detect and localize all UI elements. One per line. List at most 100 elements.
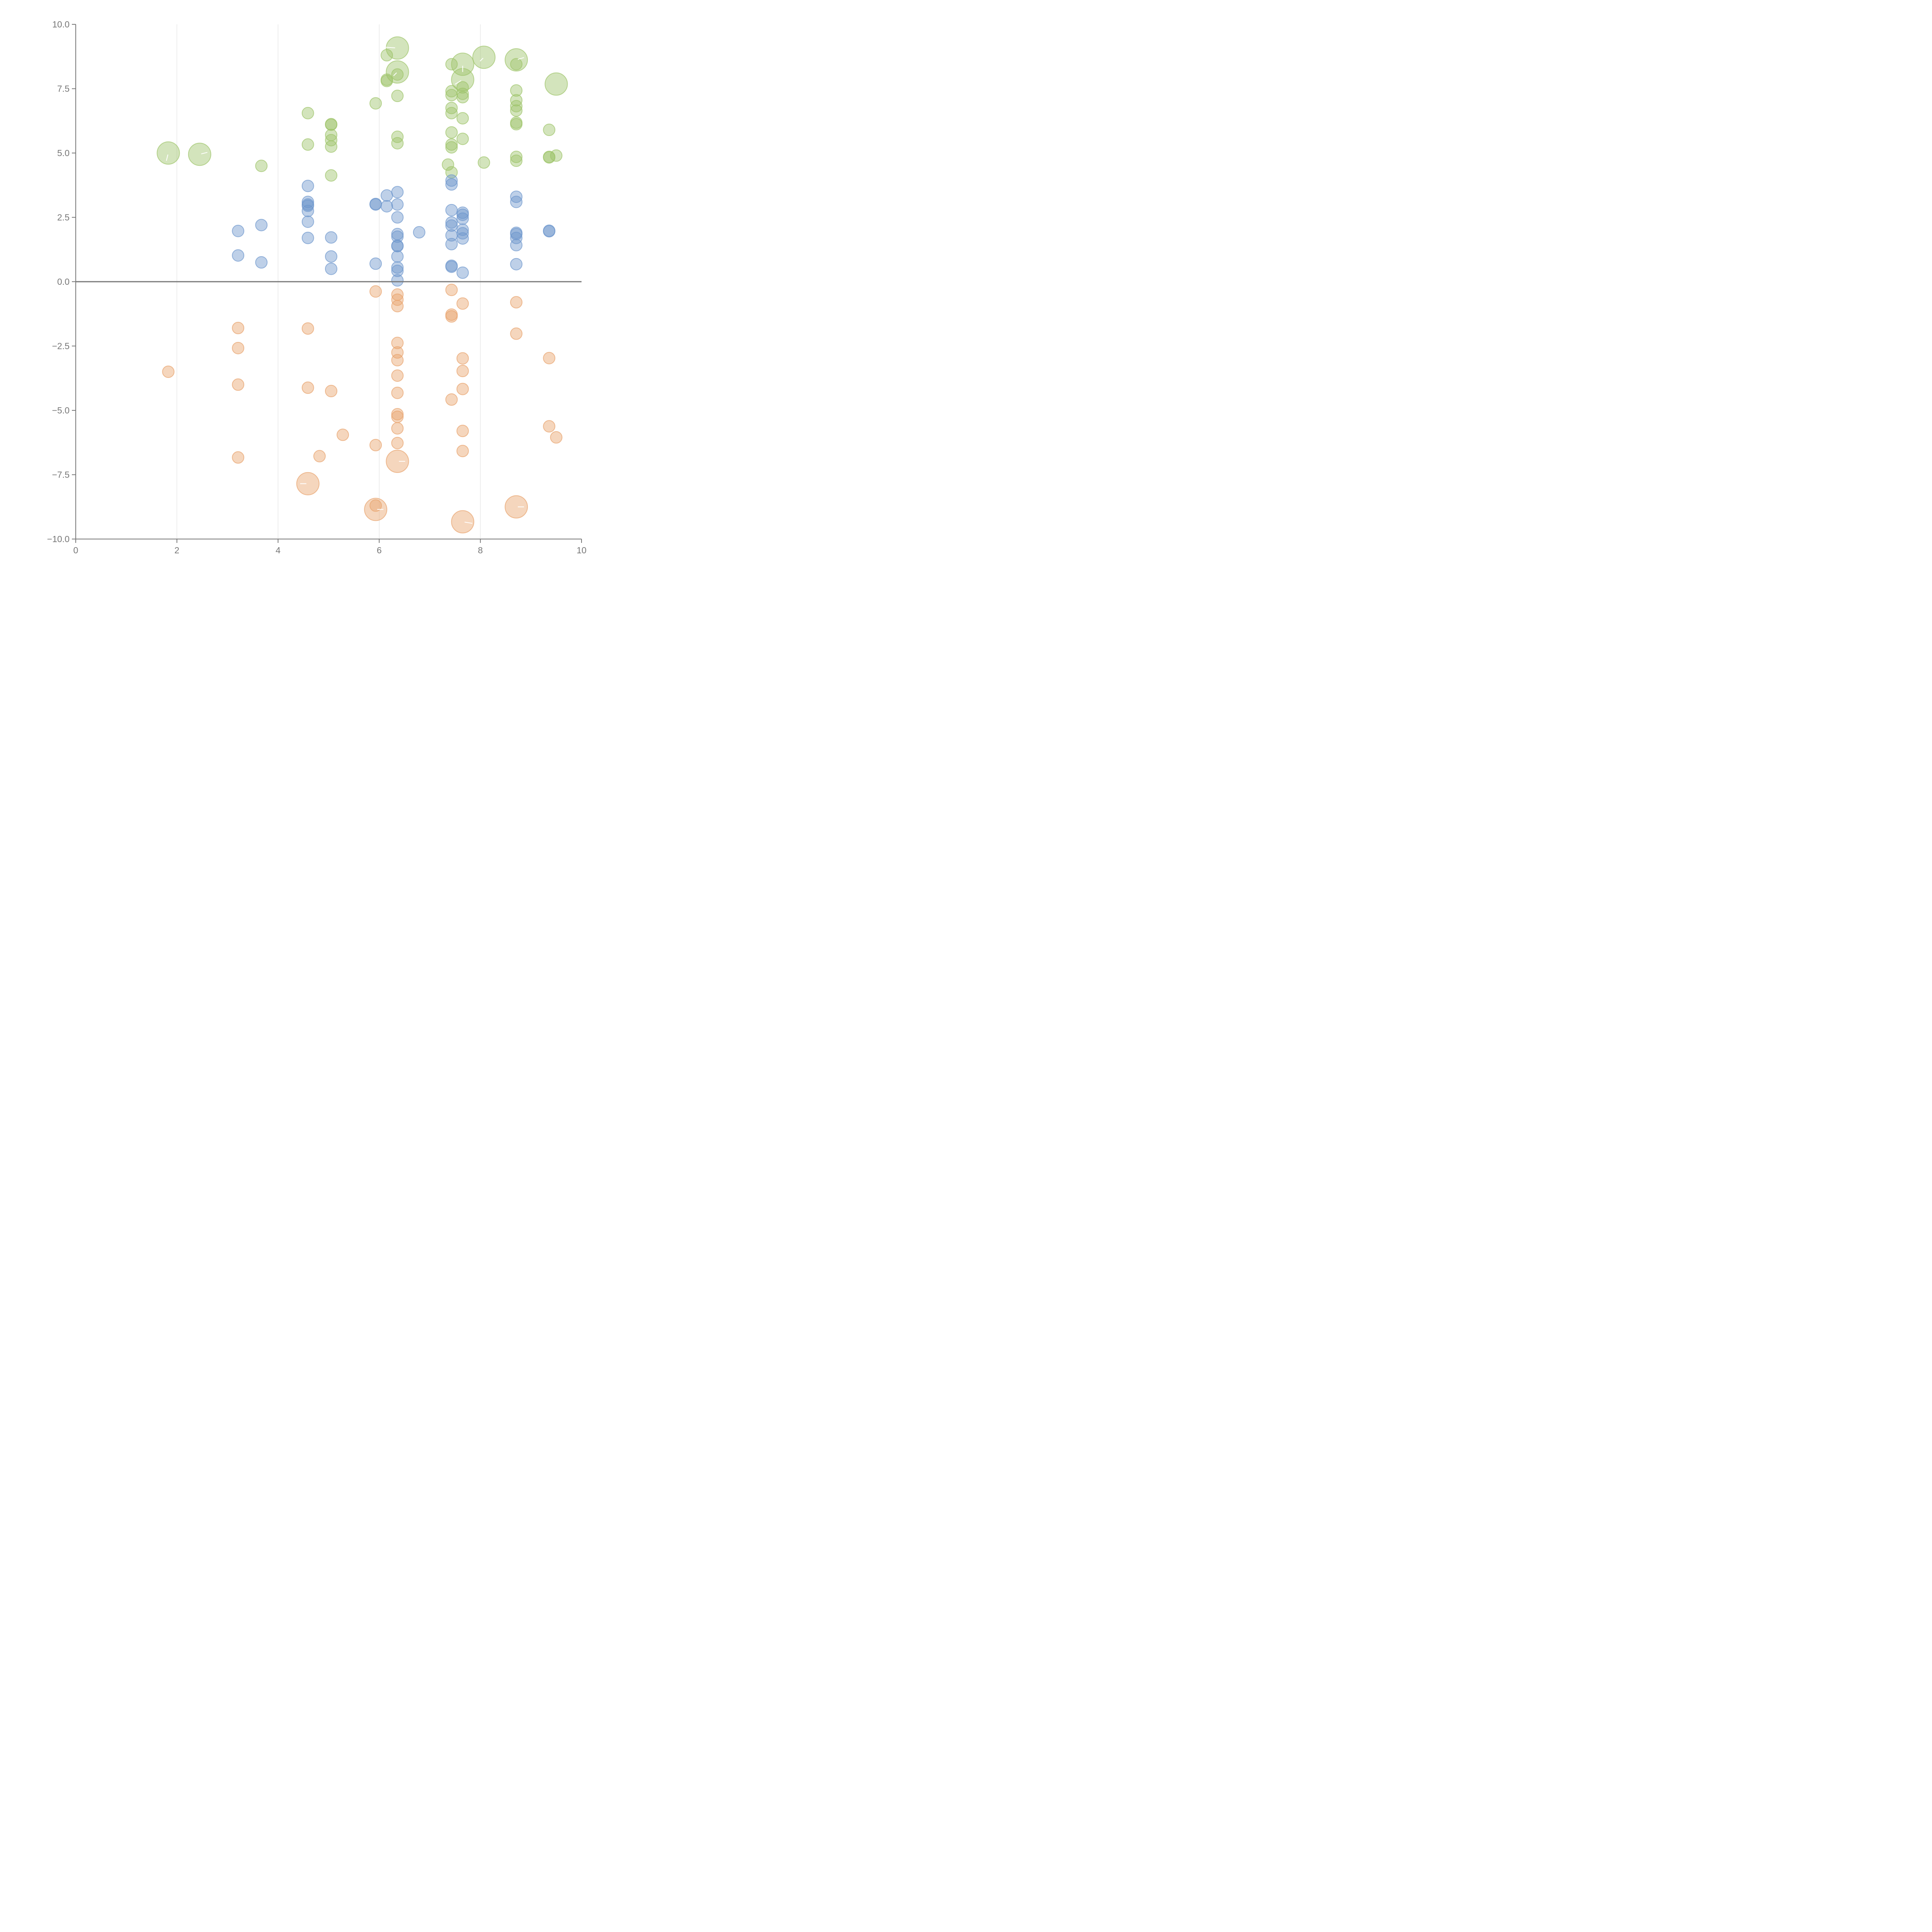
bubble-orange xyxy=(301,381,314,394)
bubble-orange xyxy=(391,354,404,367)
x-tick-label: 6 xyxy=(377,545,382,555)
bubble-green xyxy=(442,158,454,171)
bubble-blue xyxy=(510,196,523,208)
bubble-blue xyxy=(301,196,314,208)
bubble-blue xyxy=(456,266,469,279)
bubble-blue xyxy=(301,199,314,212)
bubble-green xyxy=(391,137,404,150)
bubble-blue xyxy=(456,223,469,236)
bubble-green xyxy=(445,107,458,119)
x-tick-label: 2 xyxy=(174,545,179,555)
y-tick-label: 0.0 xyxy=(57,277,70,287)
bubble-blue xyxy=(456,227,469,240)
bubble-orange xyxy=(369,285,382,298)
bubble-blue xyxy=(301,231,314,244)
bubble-orange xyxy=(456,425,469,437)
bubble-green xyxy=(301,138,314,151)
bubble-green xyxy=(445,102,458,114)
bubble-blue xyxy=(510,228,523,240)
bubble-orange xyxy=(456,297,469,310)
bubble-orange xyxy=(550,431,563,444)
bubble-blue xyxy=(325,262,338,275)
bubble-orange xyxy=(543,352,556,364)
bubble-blue xyxy=(391,186,404,199)
bubble-orange xyxy=(296,472,320,495)
bubble-green xyxy=(510,150,523,163)
bubble-blue xyxy=(543,225,556,238)
bubble-green xyxy=(386,36,409,60)
bubble-orange xyxy=(543,420,556,433)
y-tick-label: 10.0 xyxy=(52,19,70,29)
bubble-green xyxy=(510,100,523,112)
bubble-orange xyxy=(391,422,404,435)
bubble-blue xyxy=(413,226,425,239)
x-tick-label: 8 xyxy=(478,545,483,555)
bubble-green xyxy=(325,140,338,153)
bubble-green xyxy=(445,126,458,139)
bubble-orange xyxy=(337,429,349,441)
leader-line xyxy=(454,80,461,85)
bubble-green xyxy=(445,138,458,151)
bubble-orange xyxy=(391,408,404,420)
bubble-green xyxy=(456,112,469,125)
bubble-orange xyxy=(510,296,523,309)
bubble-blue xyxy=(445,174,458,187)
bubble-blue xyxy=(391,240,404,253)
leader-line xyxy=(464,522,473,524)
bubble-orange xyxy=(232,342,245,354)
bubble-orange xyxy=(445,284,458,296)
bubble-green xyxy=(543,151,556,164)
leader-line xyxy=(386,47,395,48)
bubble-orange xyxy=(456,365,469,378)
bubble-blue xyxy=(445,178,458,191)
bubble-blue xyxy=(510,239,523,252)
bubble-orange xyxy=(313,450,326,463)
bubble-orange xyxy=(391,337,404,349)
bubble-blue xyxy=(391,265,404,277)
bubble-green xyxy=(188,143,211,166)
bubble-green xyxy=(510,154,523,167)
bubble-orange xyxy=(391,386,404,399)
bubble-orange xyxy=(232,378,245,391)
bubble-orange xyxy=(451,510,474,534)
bubble-green xyxy=(510,84,523,97)
bubble-blue xyxy=(301,215,314,228)
bubble-blue xyxy=(301,204,314,217)
y-tick-label: −2.5 xyxy=(52,341,70,351)
leader-line xyxy=(480,58,484,61)
y-tick-label: −10.0 xyxy=(47,534,70,544)
bubble-green xyxy=(391,90,404,102)
bubble-blue xyxy=(445,216,458,229)
bubble-green xyxy=(386,60,409,84)
bubble-orange xyxy=(456,352,469,365)
bubble-blue xyxy=(456,212,469,225)
bubble-blue xyxy=(445,204,458,216)
leader-line xyxy=(166,154,168,161)
bubble-green xyxy=(510,104,523,117)
bubble-orange xyxy=(456,445,469,457)
leader-line xyxy=(201,152,207,155)
bubble-blue xyxy=(445,219,458,232)
bubble-orange xyxy=(232,321,245,334)
bubble-orange xyxy=(364,498,388,521)
bubble-blue xyxy=(445,238,458,250)
bubble-orange xyxy=(162,366,175,378)
bubble-orange xyxy=(445,310,458,323)
bubble-green xyxy=(445,141,458,154)
y-tick-label: 5.0 xyxy=(57,148,70,158)
x-tick-label: 4 xyxy=(276,545,281,555)
bubble-blue xyxy=(232,249,245,262)
bubble-green xyxy=(456,81,469,94)
bubble-orange xyxy=(369,439,382,451)
bubble-green xyxy=(550,149,563,162)
bubble-orange xyxy=(301,322,314,335)
bubble-green xyxy=(456,133,469,145)
bubble-orange xyxy=(391,369,404,382)
bubble-green xyxy=(510,118,523,131)
bubble-blue xyxy=(255,219,268,231)
bubble-green xyxy=(456,91,469,104)
leader-line xyxy=(517,57,524,60)
bubble-green xyxy=(456,87,469,100)
axes: −10.0 −7.5 −5.0 −2.5 0.0 2.5 5.0 7.5 10.0 0 2 4 6 8 10 xyxy=(47,19,587,555)
y-tick-label: −7.5 xyxy=(52,470,70,480)
